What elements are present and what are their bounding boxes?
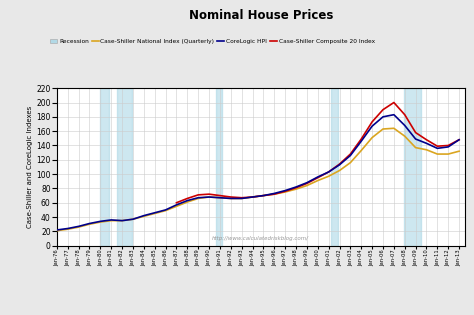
Bar (331, 88, 338, 246)
Text: http://www.calculatedriskblog.com/: http://www.calculatedriskblog.com/ (212, 236, 309, 241)
Y-axis label: Case-Shiller and CoreLogic Indexes: Case-Shiller and CoreLogic Indexes (27, 106, 33, 228)
Bar (117, 88, 132, 246)
Text: Nominal House Prices: Nominal House Prices (189, 9, 333, 22)
Bar (216, 88, 222, 246)
Bar (100, 88, 109, 246)
Bar (404, 88, 421, 246)
Legend: Recession, Case-Shiller National Index (Quarterly), CoreLogic HPI, Case-Shiller : Recession, Case-Shiller National Index (… (50, 39, 375, 44)
